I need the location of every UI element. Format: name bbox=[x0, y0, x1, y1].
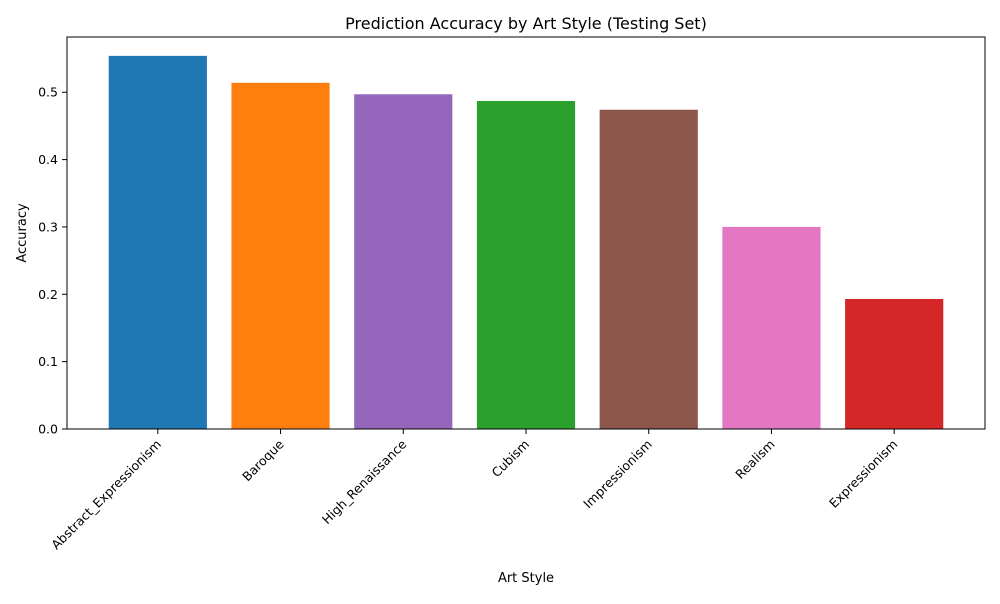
y-axis-label: Accuracy bbox=[15, 203, 30, 263]
x-axis-label: Art Style bbox=[498, 571, 554, 586]
x-tick-label: Cubism bbox=[488, 437, 532, 481]
bar-cubism bbox=[476, 100, 576, 429]
y-tick-label: 0.1 bbox=[38, 354, 58, 369]
x-tick-label: Impressionism bbox=[580, 437, 655, 512]
x-tick-label: Expressionism bbox=[826, 437, 900, 511]
y-tick-label: 0.2 bbox=[38, 287, 58, 302]
chart-title: Prediction Accuracy by Art Style (Testin… bbox=[345, 14, 707, 33]
y-tick-label: 0.4 bbox=[38, 152, 58, 167]
y-tick-label: 0.5 bbox=[38, 85, 58, 100]
x-tick-label: Baroque bbox=[239, 436, 287, 484]
x-tick-label: High_Renaissance bbox=[319, 436, 410, 527]
bar-expressionism bbox=[845, 299, 944, 429]
bar-baroque bbox=[231, 82, 330, 429]
y-axis-ticks: 0.0 0.1 0.2 0.3 0.4 0.5 bbox=[38, 85, 67, 437]
bar-realism bbox=[722, 226, 821, 429]
y-tick-label: 0.0 bbox=[38, 422, 58, 437]
y-tick-label: 0.3 bbox=[38, 219, 58, 234]
plot-frame bbox=[66, 36, 986, 430]
x-tick-label: Realism bbox=[732, 437, 777, 482]
x-tick-label: Abstract_Expressionism bbox=[48, 437, 164, 553]
bar-abstract-expressionism bbox=[108, 55, 207, 430]
x-axis-ticks: Abstract_Expressionism Baroque High_Renais… bbox=[48, 429, 900, 552]
bars-group bbox=[108, 55, 944, 430]
bar-impressionism bbox=[599, 109, 698, 429]
bar-high-renaissance bbox=[354, 94, 453, 430]
